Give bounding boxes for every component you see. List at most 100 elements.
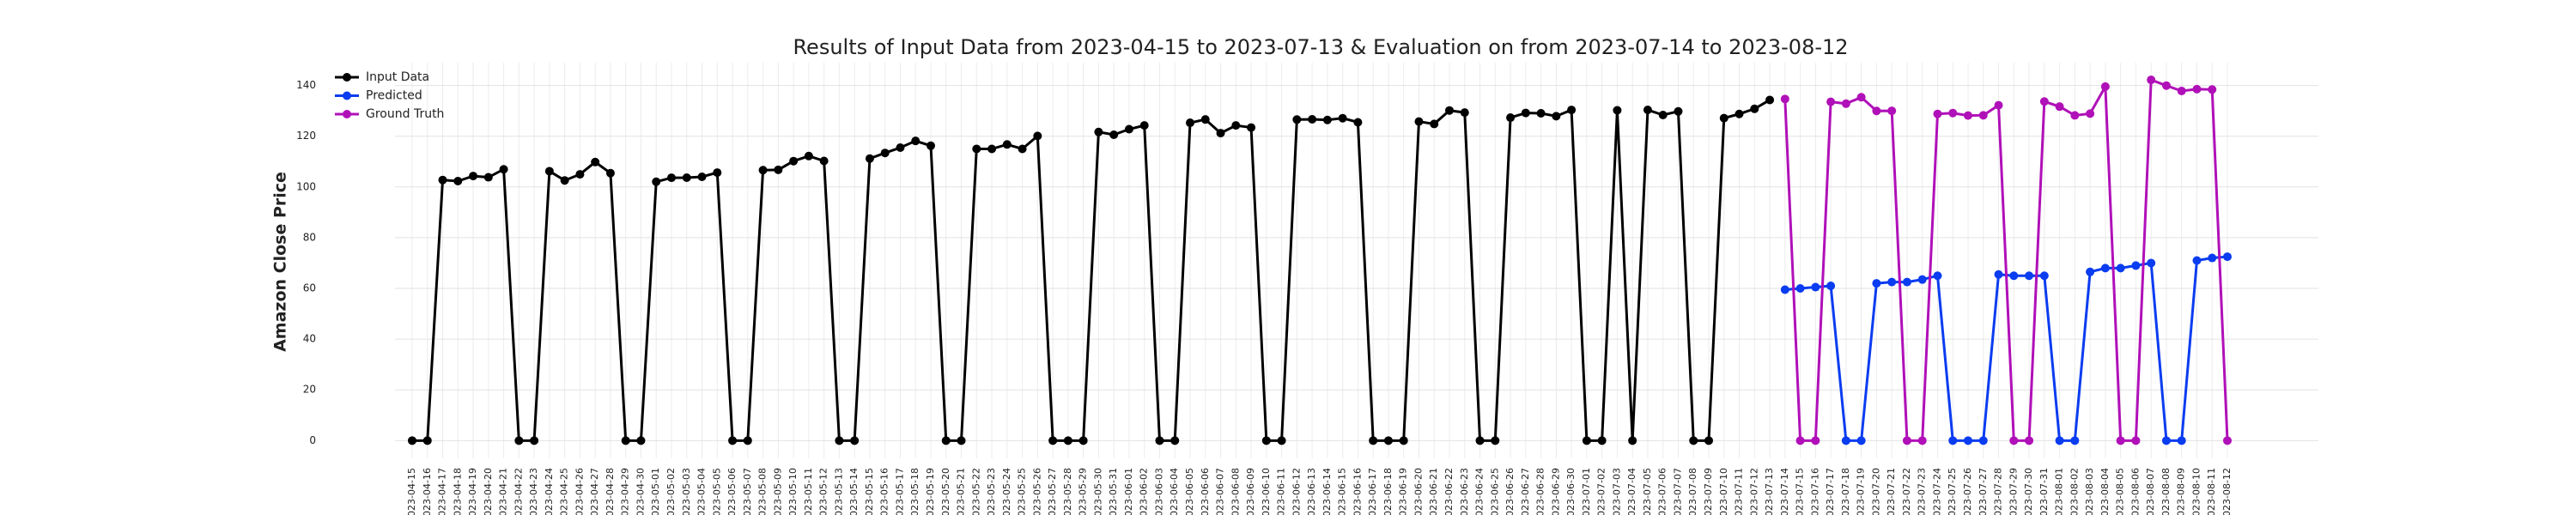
- x-tick-label: 2023-06-19: [1398, 468, 1409, 515]
- x-tick-label: 2023-06-16: [1352, 468, 1363, 515]
- data-point: [2039, 97, 2049, 106]
- data-point: [2192, 84, 2202, 94]
- data-point: [1643, 106, 1652, 115]
- x-tick-label: 2023-05-12: [818, 468, 829, 515]
- data-point: [1460, 108, 1469, 118]
- x-tick-label: 2023-07-02: [1596, 468, 1607, 515]
- data-point: [1048, 436, 1058, 445]
- data-point: [2208, 253, 2217, 263]
- data-point: [1231, 121, 1241, 130]
- data-point: [1063, 436, 1072, 445]
- data-point: [1795, 436, 1805, 445]
- x-tick-label: 2023-05-24: [1001, 468, 1012, 515]
- data-point: [1170, 436, 1180, 445]
- x-tick-label: 2023-07-10: [1718, 468, 1729, 515]
- chart-title: Results of Input Data from 2023-04-15 to…: [793, 35, 1848, 59]
- y-tick-label: 20: [303, 384, 316, 396]
- x-tick-label: 2023-05-26: [1031, 468, 1042, 515]
- x-tick-label: 2023-06-01: [1123, 468, 1134, 515]
- x-tick-label: 2023-07-08: [1687, 468, 1698, 515]
- data-point: [560, 176, 569, 185]
- data-point: [1582, 436, 1591, 445]
- data-point: [1856, 93, 1866, 102]
- data-point: [1475, 436, 1485, 445]
- data-point: [896, 142, 905, 152]
- x-tick-label: 2023-07-07: [1672, 468, 1683, 515]
- data-point: [1917, 436, 1927, 445]
- x-tick-label: 2023-07-24: [1931, 468, 1942, 515]
- x-tick-label: 2023-05-02: [665, 468, 677, 515]
- data-point: [652, 177, 661, 186]
- data-point: [819, 156, 829, 166]
- x-tick-label: 2023-08-11: [2206, 468, 2217, 515]
- x-tick-label: 2023-04-27: [589, 468, 600, 515]
- data-point: [1094, 127, 1103, 136]
- legend-label: Ground Truth: [366, 107, 444, 121]
- data-point: [880, 148, 890, 158]
- data-point: [605, 168, 615, 178]
- data-point: [2177, 436, 2186, 445]
- data-point: [591, 157, 600, 167]
- x-tick-label: 2023-06-03: [1153, 468, 1164, 515]
- x-tick-label: 2023-06-29: [1550, 468, 1561, 515]
- data-point: [1841, 99, 1850, 108]
- x-tick-label: 2023-06-17: [1367, 468, 1378, 515]
- y-tick-label: 40: [303, 333, 316, 345]
- x-tick-label: 2023-05-10: [787, 468, 799, 515]
- x-tick-label: 2023-05-18: [909, 468, 920, 515]
- x-tick-label: 2023-05-23: [986, 468, 997, 515]
- data-point: [621, 436, 630, 445]
- data-point: [1536, 108, 1546, 118]
- x-tick-label: 2023-06-08: [1230, 468, 1241, 515]
- data-point: [1399, 436, 1408, 445]
- data-point: [1887, 277, 1897, 287]
- x-tick-label: 2023-04-30: [635, 468, 646, 515]
- data-point: [697, 172, 707, 181]
- data-point: [544, 167, 554, 176]
- data-point: [1902, 277, 1911, 287]
- data-point: [911, 136, 920, 146]
- x-tick-label: 2023-06-23: [1459, 468, 1470, 515]
- x-tick-label: 2023-07-16: [1809, 468, 1820, 515]
- data-point: [1917, 275, 1927, 284]
- data-point: [2070, 111, 2080, 120]
- y-tick-label: 140: [296, 79, 316, 91]
- data-point: [2161, 81, 2171, 90]
- data-point: [774, 165, 783, 174]
- data-point: [758, 166, 768, 175]
- x-tick-label: 2023-05-22: [970, 468, 981, 515]
- x-tick-label: 2023-06-02: [1139, 468, 1150, 515]
- x-tick-label: 2023-04-19: [467, 468, 478, 515]
- data-point: [804, 151, 813, 161]
- data-point: [972, 144, 981, 154]
- data-point: [1002, 140, 1012, 149]
- data-point: [2223, 436, 2232, 445]
- data-point: [1216, 129, 1225, 138]
- legend-label: Predicted: [366, 89, 422, 103]
- data-point: [2116, 264, 2125, 273]
- x-tick-label: 2023-05-25: [1017, 468, 1028, 515]
- data-point: [1674, 106, 1683, 116]
- data-point: [2009, 271, 2019, 281]
- x-tick-label: 2023-07-27: [1978, 468, 1989, 515]
- data-point: [865, 154, 874, 163]
- x-tick-label: 2023-06-04: [1169, 468, 1180, 515]
- x-tick-label: 2023-05-09: [772, 468, 783, 515]
- data-point: [636, 436, 646, 445]
- x-tick-label: 2023-07-11: [1734, 468, 1745, 515]
- data-point: [1765, 95, 1775, 105]
- x-tick-label: 2023-07-13: [1764, 468, 1775, 515]
- x-tick-label: 2023-05-01: [650, 468, 661, 515]
- data-point: [1338, 113, 1347, 123]
- y-tick-label: 120: [296, 130, 316, 142]
- data-point: [1124, 124, 1133, 134]
- y-tick-label: 60: [303, 282, 316, 294]
- x-tick-label: 2023-06-11: [1276, 468, 1287, 515]
- x-tick-label: 2023-04-15: [406, 468, 417, 515]
- x-tick-label: 2023-04-26: [574, 468, 585, 515]
- data-point: [438, 175, 447, 185]
- x-tick-label: 2023-06-06: [1200, 468, 1211, 515]
- data-point: [1704, 436, 1713, 445]
- data-point: [1872, 279, 1881, 288]
- data-point: [2100, 264, 2110, 273]
